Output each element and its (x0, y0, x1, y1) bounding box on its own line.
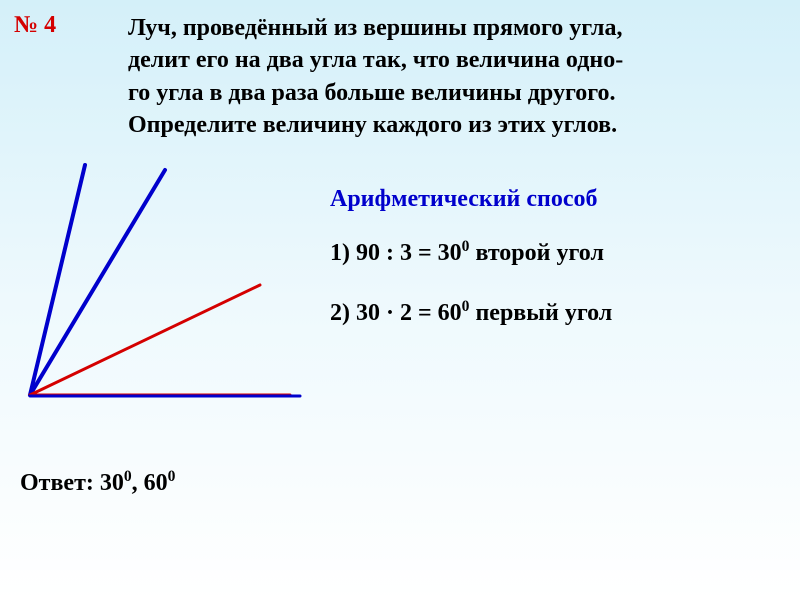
solution-step-2: 2) 30 · 2 = 600 первый угол (330, 300, 612, 327)
problem-line-3: го угла в два раза больше величины друго… (128, 80, 616, 106)
problem-line-4: Определите величину каждого из этих угло… (128, 112, 617, 138)
answer: Ответ: 300, 600 (20, 470, 175, 497)
solution-step-1: 1) 90 : 3 = 300 второй угол (330, 240, 604, 267)
answer-label: Ответ: (20, 470, 100, 496)
answer-v2-sup: 0 (168, 468, 176, 485)
answer-v1-sup: 0 (124, 468, 132, 485)
problem-line-1: Луч, проведённый из вершины прямого угла… (128, 15, 622, 41)
diagram-ray-0 (30, 165, 85, 395)
step1-post: второй угол (469, 240, 603, 266)
problem-line-2: делит его на два угла так, что величина … (128, 47, 623, 73)
angle-diagram (20, 155, 310, 415)
step2-post: первый угол (469, 300, 612, 326)
answer-v2: 60 (144, 470, 168, 496)
answer-v1: 30 (100, 470, 124, 496)
step2-pre: 2) 30 · 2 = 60 (330, 300, 462, 326)
problem-text: Луч, проведённый из вершины прямого угла… (128, 12, 623, 142)
step1-pre: 1) 90 : 3 = 30 (330, 240, 462, 266)
method-title: Арифметический способ (330, 186, 597, 213)
answer-sep: , (132, 470, 144, 496)
problem-number: № 4 (14, 12, 56, 39)
